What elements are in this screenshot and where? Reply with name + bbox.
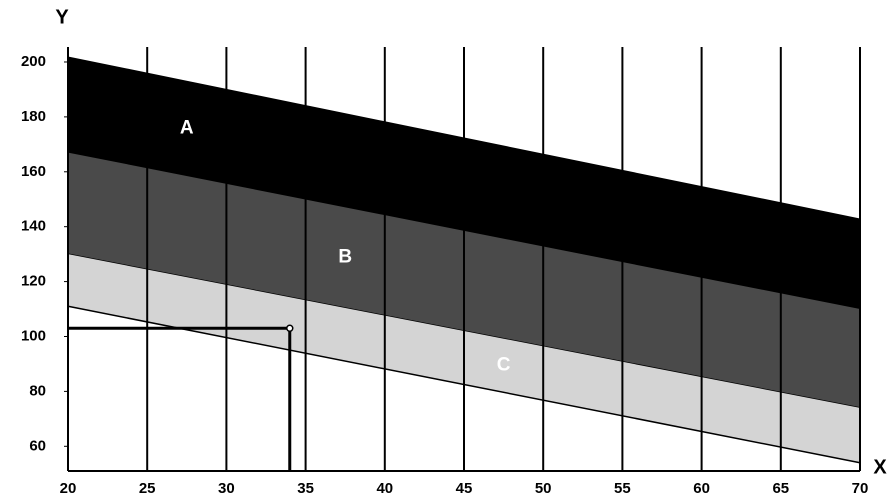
y-tick-label: 60 [29, 437, 46, 454]
y-tick-label: 180 [21, 108, 46, 125]
x-tick-label: 60 [693, 480, 710, 497]
x-tick-label: 55 [614, 480, 631, 497]
y-tick-label: 80 [29, 382, 46, 399]
x-tick-label: 30 [218, 480, 235, 497]
y-tick-label: 120 [21, 273, 46, 290]
y-tick-label: 140 [21, 218, 46, 235]
x-axis-title: X [873, 456, 887, 478]
x-tick-label: 70 [852, 480, 869, 497]
reference-point [286, 324, 294, 333]
band-label: B [338, 247, 352, 268]
x-tick-label: 25 [139, 480, 156, 497]
y-axis-title: Y [55, 6, 69, 28]
x-tick-label: 20 [60, 480, 77, 497]
y-tick-label: 100 [21, 327, 46, 344]
y-tick-label: 200 [21, 53, 46, 70]
x-tick-label: 50 [535, 480, 552, 497]
y-tick-label: 160 [21, 163, 46, 180]
x-tick-label: 35 [297, 480, 314, 497]
band-label: C [497, 355, 511, 376]
band-label: A [180, 117, 194, 138]
x-tick-label: 65 [772, 480, 789, 497]
x-tick-label: 45 [456, 480, 473, 497]
x-tick-label: 40 [376, 480, 393, 497]
